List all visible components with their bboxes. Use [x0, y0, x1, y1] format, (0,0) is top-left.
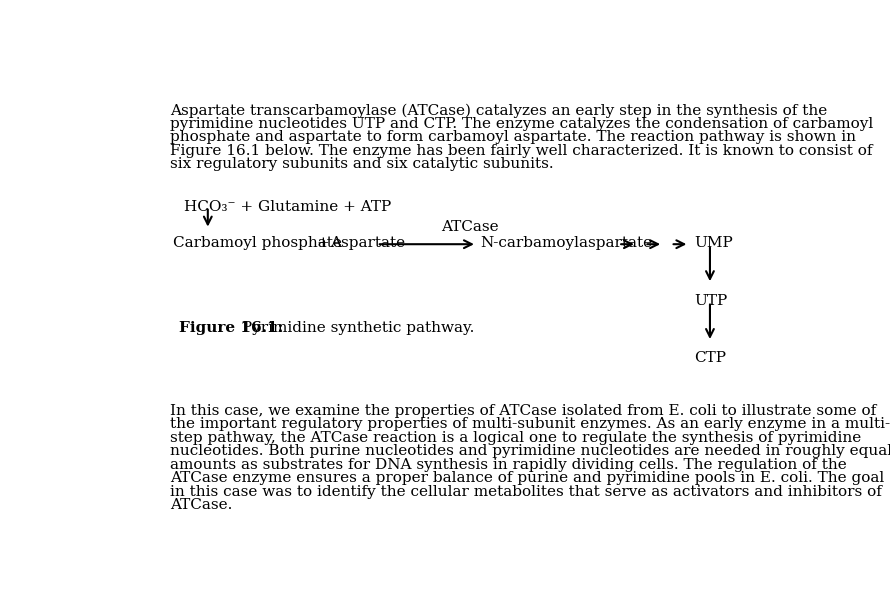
- Text: Pyrimidine synthetic pathway.: Pyrimidine synthetic pathway.: [238, 320, 475, 334]
- Text: CTP: CTP: [694, 351, 726, 365]
- Text: Carbamoyl phosphate: Carbamoyl phosphate: [174, 236, 342, 250]
- Text: UTP: UTP: [694, 294, 727, 309]
- Text: ATCase enzyme ensures a proper balance of purine and pyrimidine pools in E. coli: ATCase enzyme ensures a proper balance o…: [170, 471, 884, 485]
- Text: UMP: UMP: [694, 236, 732, 250]
- Text: HCO₃⁻ + Glutamine + ATP: HCO₃⁻ + Glutamine + ATP: [183, 200, 391, 214]
- Text: six regulatory subunits and six catalytic subunits.: six regulatory subunits and six catalyti…: [170, 158, 554, 171]
- Text: +: +: [317, 236, 329, 250]
- Text: In this case, we examine the properties of ATCase isolated from E. coli to illus: In this case, we examine the properties …: [170, 403, 876, 418]
- Text: N-carbamoylaspartate: N-carbamoylaspartate: [481, 236, 652, 250]
- Text: pyrimidine nucleotides UTP and CTP. The enzyme catalyzes the condensation of car: pyrimidine nucleotides UTP and CTP. The …: [170, 117, 873, 131]
- Text: nucleotides. Both purine nucleotides and pyrimidine nucleotides are needed in ro: nucleotides. Both purine nucleotides and…: [170, 444, 890, 458]
- Text: phosphate and aspartate to form carbamoyl aspartate. The reaction pathway is sho: phosphate and aspartate to form carbamoy…: [170, 131, 856, 144]
- Text: Aspartate transcarbamoylase (ATCase) catalyzes an early step in the synthesis of: Aspartate transcarbamoylase (ATCase) cat…: [170, 103, 827, 118]
- Text: ATCase.: ATCase.: [170, 498, 232, 512]
- Text: Figure 16.1:: Figure 16.1:: [179, 320, 283, 334]
- Text: step pathway, the ATCase reaction is a logical one to regulate the synthesis of : step pathway, the ATCase reaction is a l…: [170, 431, 862, 445]
- Text: Aspartate: Aspartate: [330, 236, 406, 250]
- Text: ATCase: ATCase: [441, 220, 498, 234]
- Text: the important regulatory properties of multi-subunit enzymes. As an early enzyme: the important regulatory properties of m…: [170, 417, 890, 431]
- Text: in this case was to identify the cellular metabolites that serve as activators a: in this case was to identify the cellula…: [170, 485, 882, 499]
- Text: Figure 16.1 below. The enzyme has been fairly well characterized. It is known to: Figure 16.1 below. The enzyme has been f…: [170, 144, 872, 158]
- Text: amounts as substrates for DNA synthesis in rapidly dividing cells. The regulatio: amounts as substrates for DNA synthesis …: [170, 458, 846, 472]
